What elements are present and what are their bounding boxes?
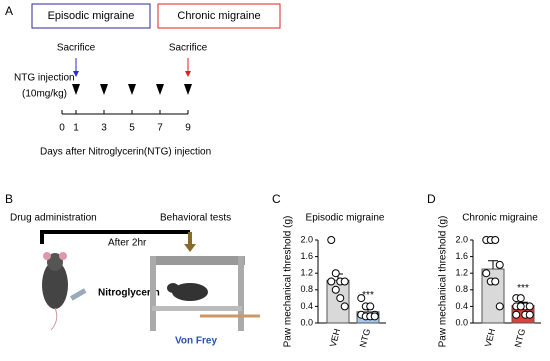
chronic-label: Chronic migraine <box>177 10 260 22</box>
dose-label: (10mg/kg) <box>22 89 67 100</box>
injection-marker <box>156 84 164 95</box>
y-tick-label: 1.6 <box>300 251 313 261</box>
chart-title: Chronic migraine <box>462 213 538 224</box>
y-tick-label: 1.6 <box>455 251 468 261</box>
bar <box>481 268 505 324</box>
day-label: 9 <box>185 123 191 134</box>
data-point <box>495 302 504 311</box>
data-point <box>482 269 491 278</box>
behavior-label: Behavioral tests <box>160 213 231 224</box>
day-label: 7 <box>157 123 163 134</box>
y-tick-label: 2.0 <box>300 234 313 244</box>
chronic-box <box>157 3 281 29</box>
days-axis-label: Days after Nitroglycerin(NTG) injection <box>40 147 211 158</box>
injection-marker <box>128 84 136 95</box>
y-tick-label: 0.0 <box>300 317 313 327</box>
injection-label: NTG injection <box>14 73 75 84</box>
injection-marker <box>184 84 192 95</box>
panel-label: A <box>5 4 13 18</box>
test-arrow-head <box>184 244 196 252</box>
panel-label: B <box>5 192 13 206</box>
sacrifice-label: Sacrifice <box>169 43 208 54</box>
data-point <box>516 294 525 303</box>
x-tick-label: NTG <box>513 328 528 349</box>
data-point <box>491 236 500 244</box>
y-tick-label: 1.2 <box>455 268 468 278</box>
y-tick-label: 0.8 <box>300 284 313 294</box>
data-point <box>491 277 500 286</box>
x-tick-label: VEH <box>483 328 497 348</box>
drug-label: Drug administration <box>10 213 97 224</box>
data-point <box>340 277 349 286</box>
data-point <box>525 302 534 311</box>
y-axis-label: Paw mechanical threshold (g) <box>283 216 294 348</box>
sacrifice-label: Sacrifice <box>57 43 96 54</box>
data-point <box>340 302 349 311</box>
data-point <box>327 277 336 286</box>
injection-marker <box>100 84 108 95</box>
data-point <box>336 294 345 303</box>
data-point <box>331 269 340 278</box>
data-point <box>366 302 375 311</box>
significance: *** <box>362 290 374 301</box>
y-tick-label: 2.0 <box>455 234 468 244</box>
mouse-illustration <box>42 252 87 331</box>
data-point <box>516 302 525 311</box>
y-tick-label: 0.8 <box>455 284 468 294</box>
data-point <box>525 310 534 319</box>
injection-marker <box>72 84 80 95</box>
error-bar <box>488 260 498 270</box>
y-tick-label: 0.4 <box>300 301 313 311</box>
chart-title: Episodic migraine <box>306 213 385 224</box>
day-label: 5 <box>129 123 135 134</box>
data-point <box>357 294 366 303</box>
data-point <box>370 312 379 321</box>
day-label: 0 <box>59 123 65 134</box>
von-frey-label: Von Frey <box>175 336 217 347</box>
y-axis-label: Paw mechanical threshold (g) <box>438 216 449 348</box>
after-label: After 2hr <box>108 238 147 249</box>
episodic-box <box>31 3 151 29</box>
data-point <box>331 285 340 294</box>
timeline-bar <box>40 230 190 244</box>
data-point <box>512 310 521 319</box>
data-point <box>495 260 504 269</box>
nitroglycerin-label: Nitroglycerin <box>98 288 160 299</box>
day-label: 3 <box>101 123 107 134</box>
episodic-label: Episodic migraine <box>48 10 135 22</box>
sacrifice-arrow-head <box>185 71 191 77</box>
significance: *** <box>517 283 529 294</box>
charts: C Episodic migraine Paw mechanical thresho… <box>272 192 541 348</box>
x-tick-label: VEH <box>328 328 342 348</box>
y-tick-label: 0.0 <box>455 317 468 327</box>
sacrifice-arrow-head <box>73 71 79 77</box>
y-tick-label: 0.4 <box>455 301 468 311</box>
panel-label: C <box>272 192 281 206</box>
data-point <box>327 236 336 244</box>
von-frey-apparatus <box>150 256 260 331</box>
x-tick-label: NTG <box>358 328 373 349</box>
panel-label: D <box>427 192 436 206</box>
day-label: 1 <box>73 123 79 134</box>
y-tick-label: 1.2 <box>300 268 313 278</box>
